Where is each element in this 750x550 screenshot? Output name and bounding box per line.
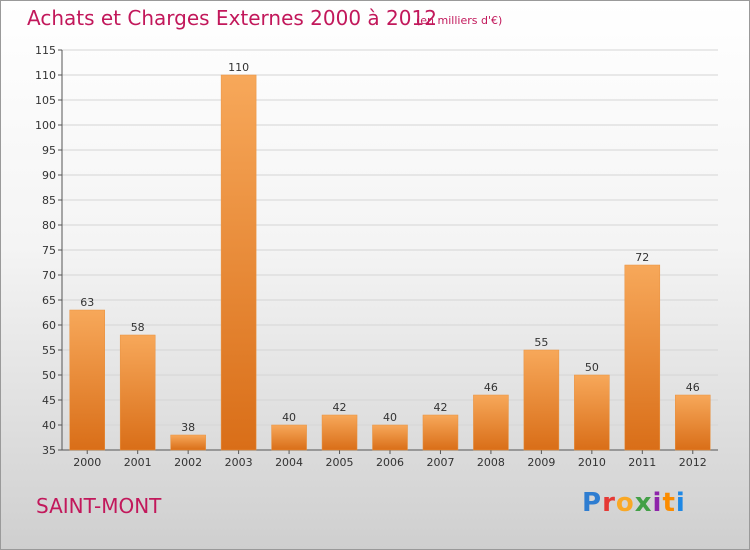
labels: 63 58 38 110 40 42 40 42 46 55 50 72 46	[80, 61, 700, 434]
x-tick-label-2006: 2006	[376, 456, 404, 469]
data-label-2000: 63	[80, 296, 94, 309]
data-label-2010: 50	[585, 361, 599, 374]
bar-2002	[170, 434, 206, 451]
y-tick-label: 115	[35, 44, 56, 57]
y-tick-label: 105	[35, 94, 56, 107]
y-tick-label: 50	[42, 369, 56, 382]
y-tick-label: 55	[42, 344, 56, 357]
bar-2008	[473, 394, 509, 451]
bar-2003	[220, 74, 257, 451]
bar-2009	[523, 349, 560, 451]
x-tick-label-2009: 2009	[527, 456, 555, 469]
y-tick-label: 95	[42, 144, 56, 157]
bar-2000	[69, 309, 105, 451]
x-tick-label-2010: 2010	[578, 456, 606, 469]
y-tick-label: 65	[42, 294, 56, 307]
chart-unit: (en milliers d'€)	[416, 14, 503, 27]
y-tick-label: 75	[42, 244, 56, 257]
data-label-2001: 58	[131, 321, 145, 334]
data-label-2005: 42	[333, 401, 347, 414]
logo-letter: t	[662, 488, 676, 518]
y-tick-label: 40	[42, 419, 56, 432]
data-label-2012: 46	[686, 381, 700, 394]
bar-2007	[422, 414, 459, 451]
grid-lines	[62, 49, 718, 426]
y-tick-label: 45	[42, 394, 56, 407]
bar-2001	[119, 334, 156, 451]
logo-letter: P	[582, 488, 603, 518]
x-tick-label-2005: 2005	[326, 456, 354, 469]
x-tick-label-2001: 2001	[124, 456, 152, 469]
data-label-2007: 42	[433, 401, 447, 414]
bar-2012	[675, 394, 711, 451]
axes: 35 40 45 50 55 60 65 70 75 80 85 90 95 100 105 110 115 20…	[35, 44, 718, 469]
data-label-2008: 46	[484, 381, 498, 394]
logo-letter: r	[602, 488, 616, 518]
x-tick-label-2004: 2004	[275, 456, 303, 469]
commune-name: SAINT-MONT	[36, 494, 162, 518]
y-tick-label: 35	[42, 444, 56, 457]
x-tick-label-2000: 2000	[73, 456, 101, 469]
x-tick-label-2007: 2007	[426, 456, 454, 469]
x-tick-label-2011: 2011	[628, 456, 656, 469]
logo-letter: i	[652, 488, 663, 518]
data-label-2006: 40	[383, 411, 397, 424]
logo-letter: i	[675, 488, 686, 518]
data-label-2009: 55	[534, 336, 548, 349]
data-label-2011: 72	[635, 251, 649, 264]
bar-2004	[271, 424, 307, 451]
y-tick-label: 80	[42, 219, 56, 232]
bar-2011	[624, 264, 661, 451]
data-label-2003: 110	[228, 61, 249, 74]
proxiti-logo: Proxiti	[582, 488, 686, 518]
data-label-2004: 40	[282, 411, 296, 424]
y-tick-label: 90	[42, 169, 56, 182]
logo-letter: o	[615, 488, 635, 518]
y-tick-label: 110	[35, 69, 56, 82]
chart-title: Achats et Charges Externes 2000 à 2012	[27, 6, 437, 30]
y-tick-label: 100	[35, 119, 56, 132]
logo-letter: x	[634, 488, 653, 518]
bar-2010	[574, 374, 610, 451]
data-label-2002: 38	[181, 421, 195, 434]
y-tick-label: 85	[42, 194, 56, 207]
y-tick-label: 60	[42, 319, 56, 332]
bar-2005	[321, 414, 358, 451]
bars	[69, 74, 711, 451]
x-tick-label-2012: 2012	[679, 456, 707, 469]
x-tick-label-2002: 2002	[174, 456, 202, 469]
x-tick-label-2008: 2008	[477, 456, 505, 469]
bar-2006	[372, 424, 408, 451]
y-tick-label: 70	[42, 269, 56, 282]
x-tick-label-2003: 2003	[225, 456, 253, 469]
